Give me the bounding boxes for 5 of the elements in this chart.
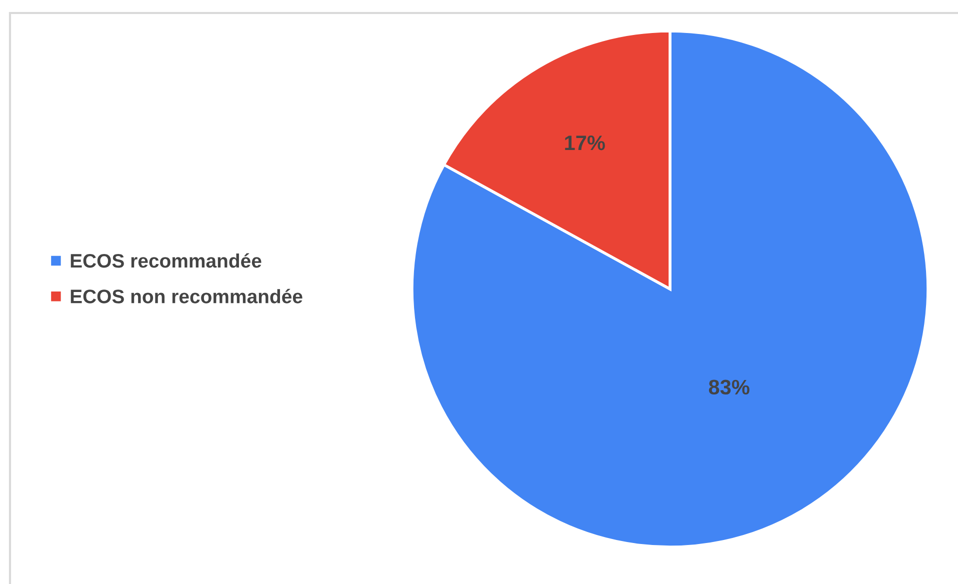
pie-slice xyxy=(410,30,930,548)
data-label: 83% xyxy=(708,380,750,395)
legend-label: ECOS non recommandée xyxy=(70,288,302,304)
data-label: 17% xyxy=(565,136,605,150)
legend-label: ECOS recommandée xyxy=(70,253,262,268)
